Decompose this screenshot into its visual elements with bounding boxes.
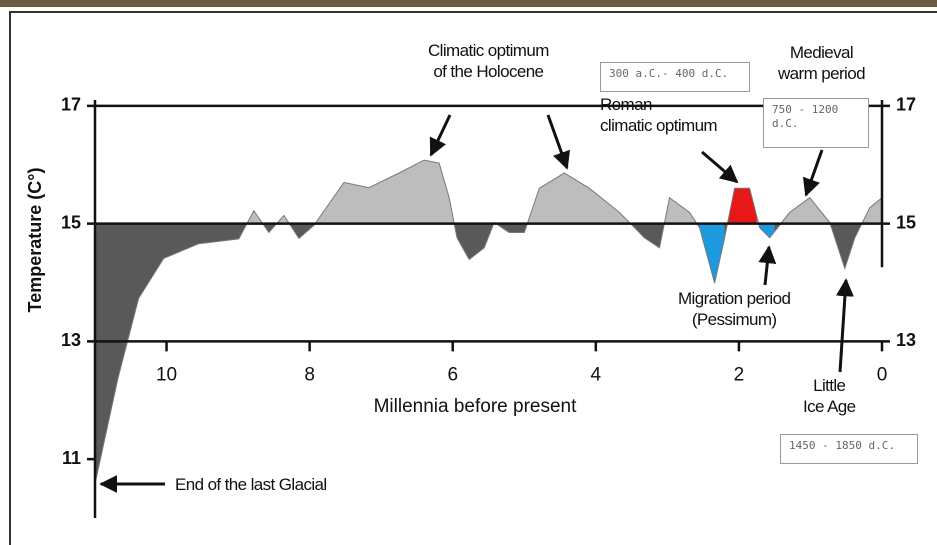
date-box: 750 - 1200 d.C. bbox=[763, 98, 869, 148]
annotation: Climatic optimum of the Holocene bbox=[428, 40, 549, 82]
x-tick-label: 8 bbox=[304, 364, 315, 385]
page: 17 15 13 11 17 15 13 10 8 6 4 2 0 Temperature (C°) M… bbox=[0, 0, 937, 545]
arrow bbox=[548, 115, 567, 168]
y-axis-label: Temperature (C°) bbox=[25, 168, 45, 313]
arrow bbox=[765, 247, 769, 285]
x-axis-label: Millennia before present bbox=[374, 396, 578, 417]
x-tick-label: 4 bbox=[591, 364, 602, 385]
top-strip bbox=[0, 0, 937, 7]
y-tick-label: 15 bbox=[61, 212, 81, 232]
arrow bbox=[431, 115, 450, 155]
x-tick-label: 10 bbox=[156, 364, 177, 385]
date-box: 1450 - 1850 d.C. bbox=[780, 434, 918, 464]
x-tick-label: 2 bbox=[734, 364, 745, 385]
arrow bbox=[702, 152, 737, 182]
annotation: Little Ice Age bbox=[803, 375, 856, 417]
x-tick-label: 6 bbox=[447, 364, 458, 385]
annotation: End of the last Glacial bbox=[175, 474, 327, 495]
arrow bbox=[840, 280, 846, 372]
y-tick-label: 17 bbox=[61, 95, 81, 115]
annotation: Roman climatic optimum bbox=[600, 94, 717, 136]
date-box: 300 a.C.- 400 d.C. bbox=[600, 62, 750, 92]
annotation: Migration period (Pessimum) bbox=[678, 288, 790, 330]
x-tick-label: 0 bbox=[877, 364, 888, 385]
y-tick-label: 11 bbox=[62, 448, 81, 468]
y2-tick-label: 15 bbox=[896, 212, 916, 232]
arrow bbox=[806, 150, 822, 195]
annotation: Medieval warm period bbox=[778, 42, 865, 84]
y2-tick-label: 13 bbox=[896, 330, 916, 350]
y2-tick-label: 17 bbox=[896, 95, 916, 115]
y-tick-label: 13 bbox=[61, 330, 81, 350]
